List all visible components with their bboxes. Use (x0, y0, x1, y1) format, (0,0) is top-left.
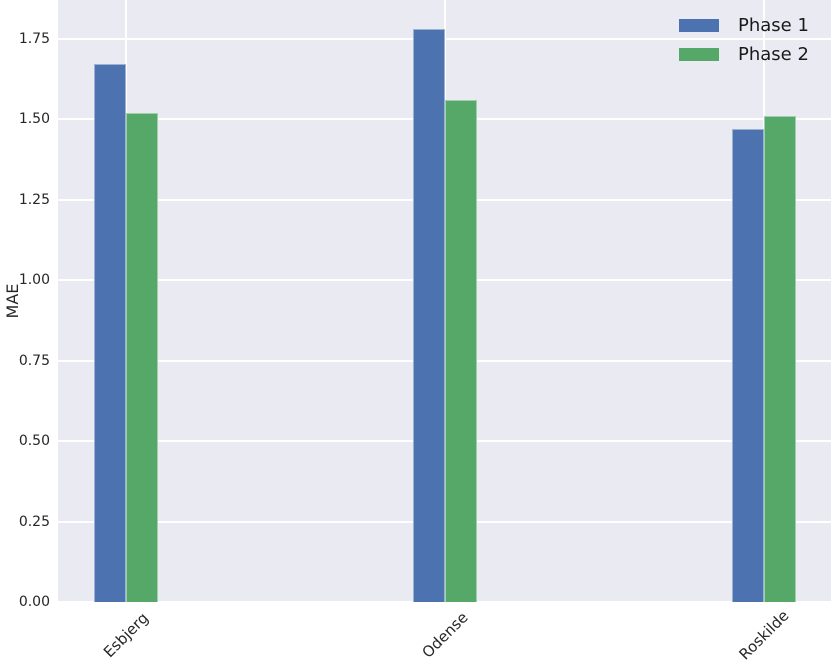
y-tick-label: 0.00 (18, 594, 50, 610)
legend-swatch-icon (679, 48, 719, 61)
bar-phase-2-roskilde (764, 115, 796, 602)
bar-phase-2-odense (444, 99, 477, 602)
legend-swatch-icon (679, 19, 719, 32)
y-tick-label: 0.75 (18, 352, 50, 369)
legend-row: Phase 2 (679, 40, 809, 69)
y-axis-label: MAE (3, 283, 22, 319)
bar-phase-1-esbjerg (94, 64, 126, 602)
y-tick-label: 0.25 (18, 513, 50, 530)
gridline-horizontal (58, 601, 831, 603)
y-tick-label: 1.00 (18, 272, 50, 289)
y-tick-label: 1.50 (18, 111, 50, 128)
legend-row: Phase 1 (679, 11, 809, 40)
legend-label: Phase 2 (738, 44, 809, 65)
y-tick-label: 0.50 (18, 433, 50, 450)
y-tick-label: 1.75 (18, 30, 50, 47)
legend: Phase 1 Phase 2 (679, 11, 809, 69)
bar-phase-2-esbjerg (126, 112, 158, 602)
bar-phase-1-roskilde (732, 128, 764, 602)
y-tick-label: 1.25 (18, 191, 50, 208)
plot-area (58, 0, 831, 603)
legend-label: Phase 1 (738, 15, 809, 36)
bar-phase-1-odense (412, 28, 445, 602)
